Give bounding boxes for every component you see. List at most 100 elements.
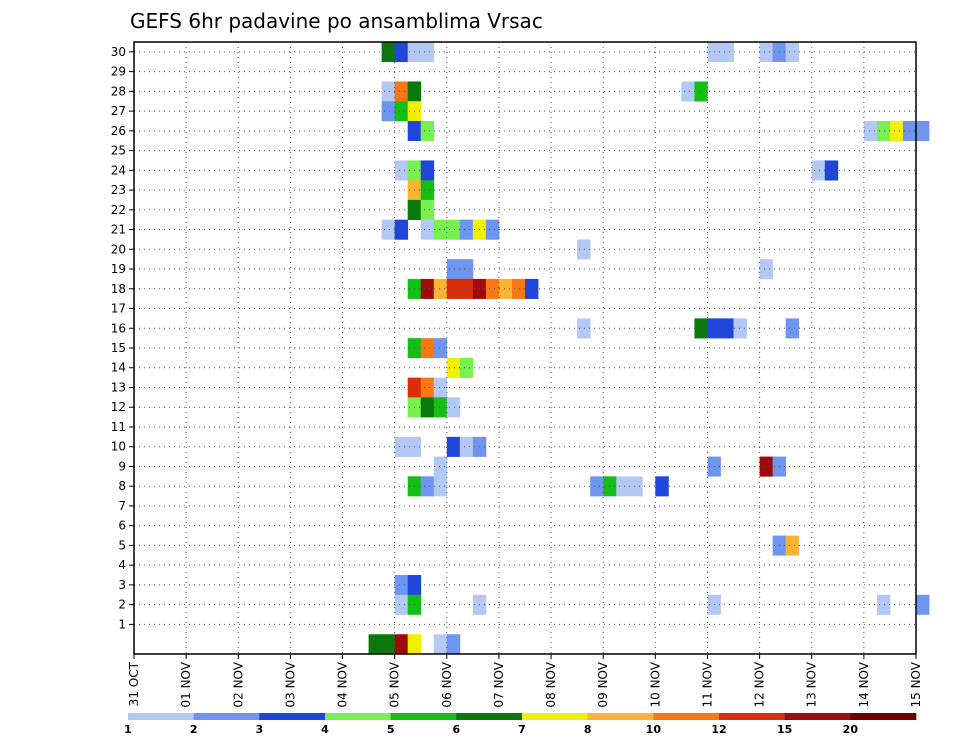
heatmap-cells bbox=[368, 42, 930, 655]
colorbar-label: 5 bbox=[387, 723, 395, 736]
heatmap-cell bbox=[459, 219, 474, 240]
heatmap-cell bbox=[420, 397, 435, 418]
y-tick-label: 22 bbox=[111, 203, 126, 217]
heatmap-cell bbox=[459, 436, 474, 457]
colorbar-swatch bbox=[587, 713, 654, 720]
x-tick-label: 07 NOV bbox=[492, 661, 506, 707]
colorbar-label: 20 bbox=[843, 723, 859, 736]
heatmap-cell bbox=[446, 397, 461, 418]
heatmap-cell bbox=[694, 318, 708, 339]
y-tick-label: 5 bbox=[118, 538, 126, 552]
heatmap-cell bbox=[733, 318, 747, 339]
heatmap-cell bbox=[446, 436, 461, 457]
heatmap-cell bbox=[433, 634, 448, 655]
colorbar-label: 10 bbox=[646, 723, 662, 736]
heatmap-cell bbox=[759, 456, 774, 477]
heatmap-cell bbox=[420, 377, 435, 398]
heatmap-cell bbox=[876, 594, 891, 615]
y-tick-label: 21 bbox=[111, 223, 126, 237]
x-tick-label: 11 NOV bbox=[700, 661, 714, 707]
heatmap-cell bbox=[446, 357, 461, 378]
colorbar-label: 7 bbox=[518, 723, 526, 736]
heatmap-cell bbox=[446, 259, 461, 280]
y-tick-label: 24 bbox=[111, 163, 126, 177]
x-tick-label: 01 NOV bbox=[179, 661, 193, 707]
heatmap-cell bbox=[433, 219, 448, 240]
heatmap-cell bbox=[394, 634, 409, 655]
heatmap-cell bbox=[446, 634, 461, 655]
heatmap-cell bbox=[681, 81, 695, 102]
heatmap-cell bbox=[394, 594, 409, 615]
heatmap-cell bbox=[590, 476, 604, 497]
heatmap-cell bbox=[433, 476, 448, 497]
y-tick-label: 28 bbox=[111, 84, 126, 98]
x-tick-label: 10 NOV bbox=[648, 661, 662, 707]
heatmap-cell bbox=[785, 535, 800, 556]
heatmap-cell bbox=[485, 278, 500, 299]
colorbar-label: 1 bbox=[124, 723, 132, 736]
heatmap-cell bbox=[629, 476, 643, 497]
colorbar-swatch bbox=[325, 713, 391, 720]
heatmap-cell bbox=[459, 259, 474, 280]
heatmap-cell bbox=[446, 278, 461, 299]
heatmap-cell bbox=[420, 219, 435, 240]
x-tick-label: 03 NOV bbox=[283, 661, 297, 707]
heatmap-cell bbox=[433, 397, 448, 418]
heatmap-cell bbox=[720, 42, 734, 63]
colorbar-label: 12 bbox=[711, 723, 726, 736]
heatmap-cell bbox=[381, 81, 396, 102]
heatmap-cell bbox=[433, 278, 448, 299]
heatmap-cell bbox=[407, 634, 422, 655]
colorbar-swatch bbox=[128, 713, 194, 720]
heatmap-cell bbox=[433, 338, 448, 359]
heatmap-cell bbox=[394, 575, 409, 596]
x-tick-label: 14 NOV bbox=[857, 661, 871, 707]
chart-title: GEFS 6hr padavine po ansamblima Vrsac bbox=[130, 9, 543, 33]
x-axis: 31 OCT 01 NOV 02 NOV 03 NOV 04 NOV 05 NOV 06 N… bbox=[127, 654, 923, 708]
colorbar-swatch bbox=[522, 713, 588, 720]
y-tick-label: 8 bbox=[118, 479, 126, 493]
y-tick-label: 7 bbox=[118, 499, 126, 513]
heatmap-cell bbox=[577, 318, 591, 339]
y-tick-label: 20 bbox=[111, 242, 126, 256]
x-tick-label: 09 NOV bbox=[596, 661, 610, 707]
heatmap-cell bbox=[616, 476, 630, 497]
y-tick-label: 30 bbox=[111, 45, 126, 59]
heatmap-cell bbox=[420, 476, 435, 497]
heatmap-cell bbox=[381, 101, 396, 122]
colorbar-swatch bbox=[193, 713, 260, 720]
y-tick-label: 27 bbox=[111, 104, 126, 118]
heatmap-cell bbox=[785, 318, 800, 339]
colorbar-label: 8 bbox=[584, 723, 592, 736]
heatmap-cell bbox=[420, 42, 435, 63]
heatmap-cell bbox=[720, 318, 734, 339]
x-tick-label: 12 NOV bbox=[753, 661, 767, 707]
y-tick-label: 16 bbox=[111, 321, 126, 335]
heatmap-cell bbox=[459, 357, 474, 378]
x-tick-label: 13 NOV bbox=[805, 661, 819, 707]
heatmap-cell bbox=[511, 278, 526, 299]
x-tick-label: 05 NOV bbox=[388, 661, 402, 707]
heatmap-cell bbox=[394, 101, 409, 122]
y-tick-label: 13 bbox=[111, 380, 126, 394]
heatmap-cell bbox=[824, 160, 839, 181]
y-tick-label: 2 bbox=[118, 598, 126, 612]
heatmap-cell bbox=[577, 239, 591, 260]
heatmap-cell bbox=[394, 436, 409, 457]
heatmap-cell bbox=[381, 634, 396, 655]
heatmap-cell bbox=[785, 42, 800, 63]
y-tick-label: 26 bbox=[111, 124, 126, 138]
y-tick-label: 23 bbox=[111, 183, 126, 197]
y-tick-label: 9 bbox=[118, 459, 126, 473]
heatmap-cell bbox=[485, 219, 500, 240]
heatmap-cell bbox=[889, 120, 904, 142]
heatmap-cell bbox=[863, 120, 878, 142]
heatmap-cell bbox=[420, 338, 435, 359]
colorbar-swatch bbox=[456, 713, 523, 720]
colorbar-swatch bbox=[390, 713, 457, 720]
colorbar-label: 6 bbox=[453, 723, 461, 736]
heatmap-cell bbox=[916, 120, 930, 142]
colorbar-swatch bbox=[653, 713, 720, 720]
y-tick-label: 1 bbox=[118, 617, 126, 631]
